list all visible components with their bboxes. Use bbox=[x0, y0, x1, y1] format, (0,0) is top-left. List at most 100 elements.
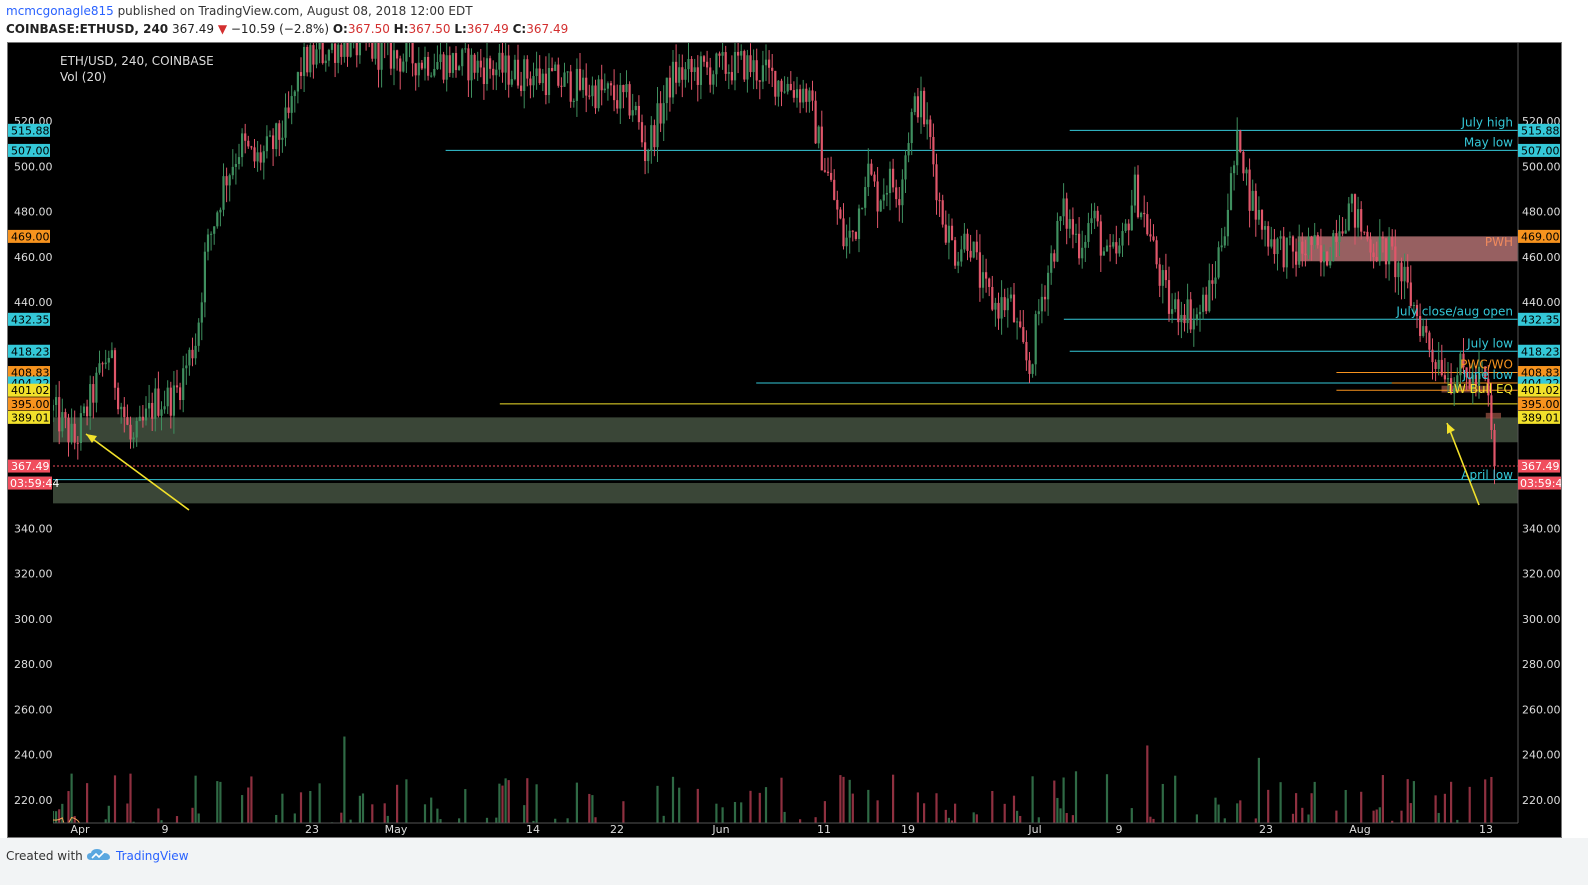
candle-body bbox=[1474, 374, 1477, 386]
candle-body bbox=[436, 62, 439, 69]
volume-bar bbox=[374, 828, 376, 837]
volume-bar bbox=[644, 835, 646, 837]
x-tick: 9 bbox=[162, 823, 169, 836]
price-label-left: 395.00 bbox=[8, 397, 50, 411]
candle-body bbox=[600, 79, 603, 91]
volume-bar bbox=[1412, 781, 1415, 823]
candle-body bbox=[1205, 294, 1208, 312]
candle-body bbox=[228, 175, 231, 186]
candle-body bbox=[1400, 262, 1403, 282]
volume-bar bbox=[1254, 818, 1257, 823]
svg-text:507.00: 507.00 bbox=[1521, 144, 1560, 157]
candle-body bbox=[823, 170, 826, 172]
candle-body bbox=[206, 234, 210, 252]
candle-body bbox=[554, 64, 557, 71]
candle-body bbox=[504, 55, 507, 73]
svg-text:408.83: 408.83 bbox=[1521, 367, 1560, 380]
candle-body bbox=[312, 45, 315, 65]
publish-line: mcmcgonagle815 published on TradingView.… bbox=[6, 4, 473, 18]
candle-body bbox=[1468, 377, 1471, 389]
candle-body bbox=[671, 61, 675, 98]
volume-bar bbox=[532, 820, 535, 823]
author-link[interactable]: mcmcgonagle815 bbox=[6, 4, 114, 18]
price-label-left: 367.49 bbox=[8, 459, 50, 473]
candle-body bbox=[1369, 239, 1372, 253]
price-label-left: 401.02 bbox=[8, 383, 50, 397]
candle-body bbox=[1310, 236, 1313, 245]
price-chart[interactable]: July high May low PWH July close/aug open Ju… bbox=[8, 43, 1561, 837]
candle-body bbox=[1260, 209, 1264, 230]
volume-bar bbox=[991, 790, 994, 823]
x-tick: 23 bbox=[305, 823, 319, 836]
svg-text:367.49: 367.49 bbox=[1521, 460, 1560, 473]
candle-body bbox=[414, 63, 417, 76]
candle-body bbox=[1313, 235, 1316, 245]
volume-bar bbox=[1490, 776, 1493, 823]
close-value: 367.49 bbox=[526, 22, 569, 36]
candle-body bbox=[79, 413, 82, 443]
candle-body bbox=[489, 58, 492, 69]
candle-body bbox=[764, 59, 768, 66]
candle-body bbox=[758, 80, 761, 82]
x-tick: May bbox=[385, 823, 408, 836]
candle-body bbox=[200, 302, 203, 323]
volume-bar bbox=[241, 795, 244, 823]
candle-body bbox=[507, 55, 510, 85]
candle-body bbox=[870, 163, 873, 175]
candle-body bbox=[1490, 395, 1493, 431]
price-label-left: 507.00 bbox=[8, 143, 50, 157]
volume-bar bbox=[495, 817, 498, 823]
chart-area[interactable]: July high May low PWH July close/aug open Ju… bbox=[7, 42, 1562, 838]
volume-bar bbox=[764, 787, 768, 823]
candle-body bbox=[752, 60, 755, 73]
candle-body bbox=[358, 43, 361, 56]
candle-body bbox=[532, 76, 535, 86]
tradingview-link[interactable]: TradingView bbox=[116, 849, 189, 863]
x-tick: Aug bbox=[1349, 823, 1370, 836]
volume-bar bbox=[1146, 745, 1149, 823]
volume-bar bbox=[851, 793, 854, 823]
candle-body bbox=[1043, 296, 1047, 300]
candle-body bbox=[613, 85, 616, 101]
candle-body bbox=[1133, 174, 1136, 206]
annotation-label: PWH bbox=[1485, 235, 1513, 249]
y-tick-left: 280.00 bbox=[14, 658, 53, 671]
candle-body bbox=[244, 133, 247, 141]
candle-body bbox=[1155, 240, 1158, 265]
candle-body bbox=[1443, 375, 1446, 380]
candle-body bbox=[668, 77, 671, 98]
volume-ma-line bbox=[53, 816, 81, 823]
volume-bar bbox=[842, 776, 845, 823]
price-label-left: 389.01 bbox=[8, 410, 50, 424]
volume-bar bbox=[1431, 832, 1433, 837]
candle-body bbox=[1397, 262, 1400, 278]
candle-body bbox=[55, 397, 58, 405]
volume-bar bbox=[622, 801, 625, 823]
candle-body bbox=[721, 52, 724, 56]
price-label-left: 469.00 bbox=[8, 229, 50, 243]
candle-body bbox=[1391, 236, 1394, 247]
volume-bar bbox=[1187, 834, 1189, 837]
candle-body bbox=[923, 90, 926, 125]
candle-body bbox=[1223, 236, 1226, 246]
candle-body bbox=[1267, 226, 1270, 247]
candle-body bbox=[817, 126, 820, 144]
candle-body bbox=[557, 64, 560, 86]
volume-bar bbox=[696, 788, 699, 823]
volume-bar bbox=[204, 830, 206, 837]
candle-body bbox=[631, 110, 634, 116]
volume-bar bbox=[194, 775, 197, 823]
volume-bar bbox=[1019, 815, 1022, 823]
volume-bar bbox=[1214, 797, 1217, 823]
candle-body bbox=[1366, 231, 1369, 240]
countdown-right: 03:59:44 bbox=[1518, 476, 1561, 490]
svg-text:432.35: 432.35 bbox=[11, 313, 50, 326]
volume-bar bbox=[1056, 797, 1059, 823]
volume-bar bbox=[160, 820, 163, 823]
candle-body bbox=[1124, 223, 1127, 231]
candle-body bbox=[910, 112, 913, 144]
volume-bar bbox=[758, 792, 761, 823]
x-tick: 13 bbox=[1479, 823, 1493, 836]
candle-body bbox=[988, 278, 991, 287]
price-label-right: 367.49 bbox=[1518, 459, 1560, 473]
